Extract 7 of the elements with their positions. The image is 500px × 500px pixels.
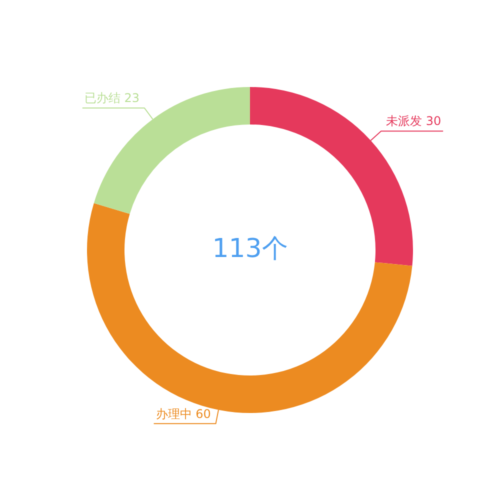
text: 113个 [212,234,288,264]
data-label: 30 [426,114,442,128]
data-label: 60 [196,406,211,421]
slice-label: 未派发 [386,114,422,128]
slice-label: 已办结 [84,91,120,106]
data-label: 23 [124,91,140,106]
slice-label: 办理中 [156,406,192,421]
